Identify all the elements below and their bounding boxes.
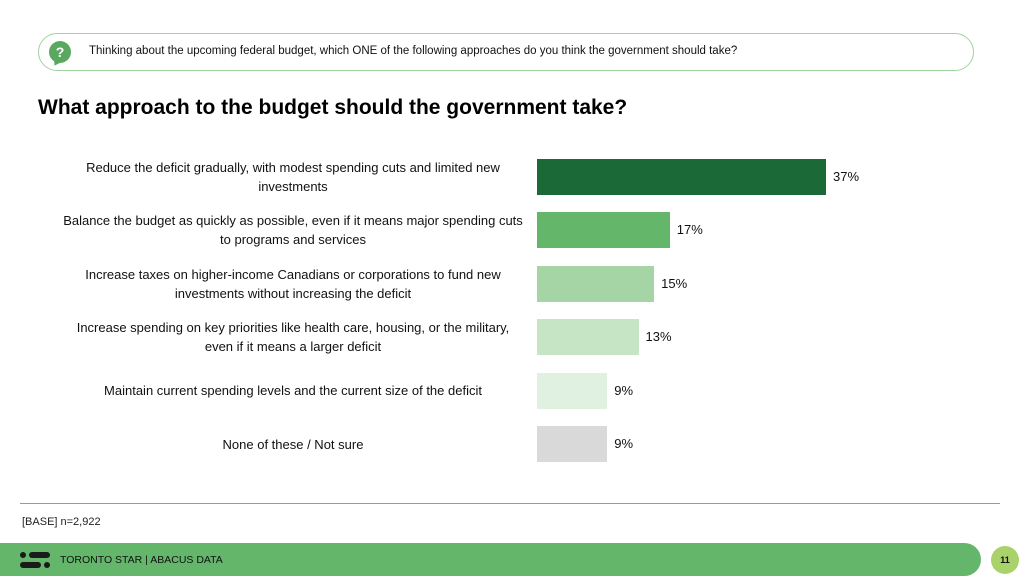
divider [20,503,1000,504]
category-label: None of these / Not sure [222,436,364,452]
base-note: [BASE] n=2,922 [22,516,101,528]
data-label: 9% [614,436,634,451]
category-label: Balance the budget as quickly as possibl… [63,213,523,248]
category-label: Maintain current spending levels and the… [104,383,482,399]
data-label: 13% [645,329,672,345]
data-label: 17% [676,222,703,238]
bar [537,265,655,302]
data-label: 15% [661,275,688,291]
bar-chart: Reduce the deficit gradually, with modes… [0,150,1024,480]
bar [537,372,608,409]
page-number: 11 [991,546,1019,574]
page-title: What approach to the budget should the g… [38,96,628,119]
question-box: ? Thinking about the upcoming federal bu… [38,33,974,71]
bar [537,212,670,249]
data-label: 37% [833,169,860,184]
bar [537,159,826,195]
bar [537,319,639,356]
category-label: Reduce the deficit gradually, with modes… [86,160,500,194]
footer-bar: TORONTO STAR | ABACUS DATA [0,543,981,576]
data-label: 9% [614,382,634,398]
category-label: Increase spending on key priorities like… [76,320,510,355]
abacus-logo-icon [20,552,50,568]
footer-text: TORONTO STAR | ABACUS DATA [60,554,223,566]
question-text: Thinking about the upcoming federal budg… [89,45,738,57]
bar [537,426,608,462]
category-label: Increase taxes on higher-income Canadian… [85,266,501,301]
question-bubble-icon: ? [49,41,71,63]
